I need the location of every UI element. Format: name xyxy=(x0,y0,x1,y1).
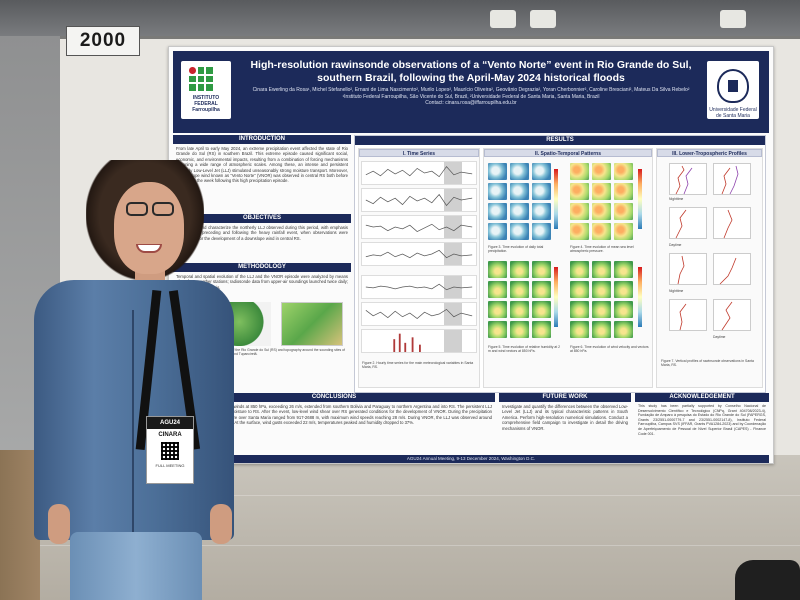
profiles-panel: III. Lower-Tropospheric Profiles Nightti… xyxy=(656,148,763,388)
spatio-temporal-panel: II. Spatio-Temporal Patterns Figure 3. T… xyxy=(483,148,653,388)
profile-plot xyxy=(713,207,751,239)
profile-label: Nighttime xyxy=(669,289,684,293)
profile-plot xyxy=(713,163,751,195)
time-series-plot xyxy=(361,275,477,299)
sounding-sites-map xyxy=(281,302,343,346)
jeans xyxy=(70,532,202,600)
figure2-caption: Figure 2. Hourly time series for the mai… xyxy=(362,361,474,369)
introduction-heading: INTRODUCTION xyxy=(173,135,351,144)
badge-header: AGU24 xyxy=(147,417,193,429)
poster-authors: Cinara Ewerling da Rosa¹, Michel Stefane… xyxy=(243,87,699,107)
passerby-leg xyxy=(0,450,40,600)
denim-jacket xyxy=(34,280,234,540)
figure7-caption: Figure 7. Vertical profiles of rawinsond… xyxy=(661,359,754,367)
acknowledgement-section: ACKNOWLEDGEMENT This study has been part… xyxy=(635,393,769,455)
conclusions-heading: CONCLUSIONS xyxy=(173,393,495,402)
future-work-section: FUTURE WORK Investigate and quantify the… xyxy=(499,393,631,455)
booth-number-sign: 2000 xyxy=(66,26,140,56)
time-series-plot xyxy=(361,161,477,185)
profile-plot xyxy=(669,299,707,331)
precipitation-bars-plot xyxy=(361,329,477,353)
time-series-plot xyxy=(361,302,477,326)
ufsm-logo: Universidade Federal de Santa Maria xyxy=(707,61,759,119)
figure6-caption: Figure 6. Time evolution of wind velocit… xyxy=(570,345,649,353)
acknowledgement-text: This study has been partially supported … xyxy=(638,404,766,436)
time-series-plot xyxy=(361,242,477,266)
contact-email: Contact: cinara.rosa@iffarroupilha.edu.b… xyxy=(425,100,517,106)
ceiling-light xyxy=(720,10,746,28)
profile-label: Nighttime xyxy=(669,197,684,201)
time-series-subheading: I. Time Series xyxy=(359,149,479,157)
affiliations: ¹Instituto Federal Farroupilha, São Vice… xyxy=(342,93,600,100)
ceiling-light xyxy=(490,10,516,28)
profile-label: Daytime xyxy=(669,243,682,247)
name-badge: AGU24 CINARA FULL MEETING xyxy=(146,416,194,484)
profile-plot xyxy=(669,253,707,285)
figure4-caption: Figure 4. Time evolution of mean sea lev… xyxy=(570,245,634,253)
results-heading: RESULTS xyxy=(355,136,765,145)
conclusions-text: The LLJ, with a core of strong winds at … xyxy=(176,404,492,426)
research-poster: INSTITUTO FEDERAL Farroupilha High-resol… xyxy=(168,46,774,464)
left-column: INTRODUCTION From late April to early Ma… xyxy=(173,135,351,362)
ufsm-seal-icon xyxy=(717,69,749,103)
profiles-subheading: III. Lower-Tropospheric Profiles xyxy=(657,149,762,157)
objectives-heading: OBJECTIVES xyxy=(173,214,351,223)
methodology-heading: METHODOLOGY xyxy=(173,263,351,272)
time-series-panel: I. Time Series Figure 2. Hourly time ser… xyxy=(358,148,480,388)
acknowledgement-heading: ACKNOWLEDGEMENT xyxy=(635,393,769,402)
profile-plot xyxy=(713,253,751,285)
qr-code-icon xyxy=(161,442,179,460)
author-list: Cinara Ewerling da Rosa¹, Michel Stefane… xyxy=(252,87,690,93)
hand xyxy=(210,504,232,544)
introduction-text: From late April to early May 2024, an ex… xyxy=(176,146,348,184)
spatio-temporal-subheading: II. Spatio-Temporal Patterns xyxy=(484,149,652,157)
poster-header: INSTITUTO FEDERAL Farroupilha High-resol… xyxy=(173,51,769,133)
poster-footer: AGU24 Annual Meeting, 9-13 December 2024… xyxy=(173,455,769,463)
instituto-federal-logo: INSTITUTO FEDERAL Farroupilha xyxy=(181,61,231,119)
figure5-caption: Figure 5. Time evolution of relative hum… xyxy=(488,345,560,353)
ufsm-logo-text: Universidade Federal de Santa Maria xyxy=(709,107,757,119)
profile-label: Daytime xyxy=(713,335,726,339)
figure3-caption: Figure 3. Time evolution of daily total … xyxy=(488,245,544,253)
glasses-icon xyxy=(126,202,176,216)
profile-plot xyxy=(669,163,707,195)
poster-title: High-resolution rawinsonde observations … xyxy=(250,59,692,84)
ceiling-light xyxy=(530,10,556,28)
methodology-caption: Topography of the Rio Grande do Sul (RS)… xyxy=(213,348,345,356)
badge-name: CINARA xyxy=(158,432,182,438)
results-section: RESULTS I. Time Series Figure 2. Hourly … xyxy=(354,135,766,393)
conclusions-section: CONCLUSIONS The LLJ, with a core of stro… xyxy=(173,393,495,455)
time-series-plot xyxy=(361,188,477,212)
backpack xyxy=(735,560,800,600)
profile-plot xyxy=(669,207,707,239)
hand xyxy=(48,504,70,544)
future-work-text: Investigate and quantify the differences… xyxy=(502,404,628,431)
badge-type: FULL MEETING xyxy=(155,463,185,468)
time-series-plot xyxy=(361,215,477,239)
instituto-federal-logo-text: INSTITUTO FEDERAL Farroupilha xyxy=(192,95,220,113)
presenter: AGU24 CINARA FULL MEETING xyxy=(34,160,234,600)
face xyxy=(114,182,184,274)
objectives-text: To describe and characterize the norther… xyxy=(176,225,348,241)
booth-number: 2000 xyxy=(79,30,127,51)
profile-plot xyxy=(713,299,751,331)
future-work-heading: FUTURE WORK xyxy=(499,393,631,402)
